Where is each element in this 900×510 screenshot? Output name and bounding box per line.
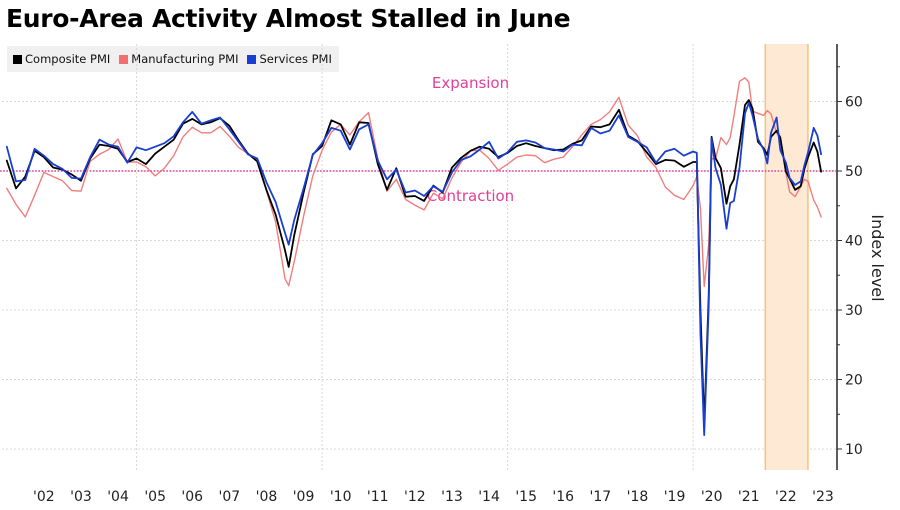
x-tick-label: '20 (701, 489, 723, 505)
legend-label-services: Services PMI (259, 52, 332, 66)
x-tick-label: '14 (478, 489, 500, 505)
x-tick-label: '07 (219, 489, 241, 505)
legend-swatch-composite (13, 54, 22, 64)
series-layer (5, 77, 822, 437)
x-tick-label: '13 (441, 489, 463, 505)
y-axis: 10 20 30 40 50 60 (836, 44, 863, 470)
x-tick-label: '09 (293, 489, 315, 505)
y-tick-label: 20 (845, 373, 863, 389)
x-tick-label: '04 (107, 489, 129, 505)
legend-label-manufacturing: Manufacturing PMI (131, 52, 239, 66)
grid-layer (2, 44, 836, 470)
y-tick-label: 10 (845, 442, 863, 458)
x-tick-label: '17 (590, 489, 612, 505)
x-tick-label: '11 (367, 489, 389, 505)
legend-label-composite: Composite PMI (25, 52, 111, 66)
annotation-contraction: Contraction (427, 187, 514, 205)
series-line-composite (5, 99, 822, 425)
x-tick-label: '16 (552, 489, 574, 505)
shaded-region (765, 44, 808, 470)
series-line-services (5, 102, 822, 437)
x-tick-label: '22 (775, 489, 797, 505)
chart-title: Euro-Area Activity Almost Stalled in Jun… (6, 4, 571, 33)
x-tick-label: '05 (144, 489, 166, 505)
annotation-layer: Expansion Contraction (427, 74, 514, 205)
legend-item-services[interactable]: Services PMI (247, 52, 332, 66)
annotation-expansion: Expansion (432, 74, 509, 92)
y-tick-label: 50 (845, 164, 863, 180)
x-tick-label: '03 (70, 489, 92, 505)
x-axis: '02 '03 '04 '05 '06 '07 '08 '09 '10 '11 '12 '13 '14 '… (33, 489, 834, 505)
x-tick-label: '12 (404, 489, 426, 505)
x-tick-label: '19 (664, 489, 686, 505)
x-tick-label: '18 (627, 489, 649, 505)
x-tick-label: '10 (330, 489, 352, 505)
x-tick-label: '23 (812, 489, 834, 505)
legend-item-composite[interactable]: Composite PMI (13, 52, 110, 66)
x-tick-label: '08 (256, 489, 278, 505)
y-tick-label: 40 (845, 234, 863, 250)
legend-swatch-manufacturing (119, 54, 129, 64)
legend-item-manufacturing[interactable]: Manufacturing PMI (119, 52, 238, 66)
y-tick-label: 30 (845, 303, 863, 319)
legend: Composite PMI Manufacturing PMI Services… (7, 46, 339, 72)
legend-swatch-services (247, 54, 257, 64)
x-tick-label: '21 (738, 489, 760, 505)
x-tick-label: '15 (515, 489, 537, 505)
y-tick-label: 60 (845, 95, 863, 111)
y-axis-label: Index level (868, 214, 887, 301)
x-tick-label: '06 (181, 489, 203, 505)
shaded-region-layer (764, 44, 809, 470)
x-tick-label: '02 (33, 489, 55, 505)
